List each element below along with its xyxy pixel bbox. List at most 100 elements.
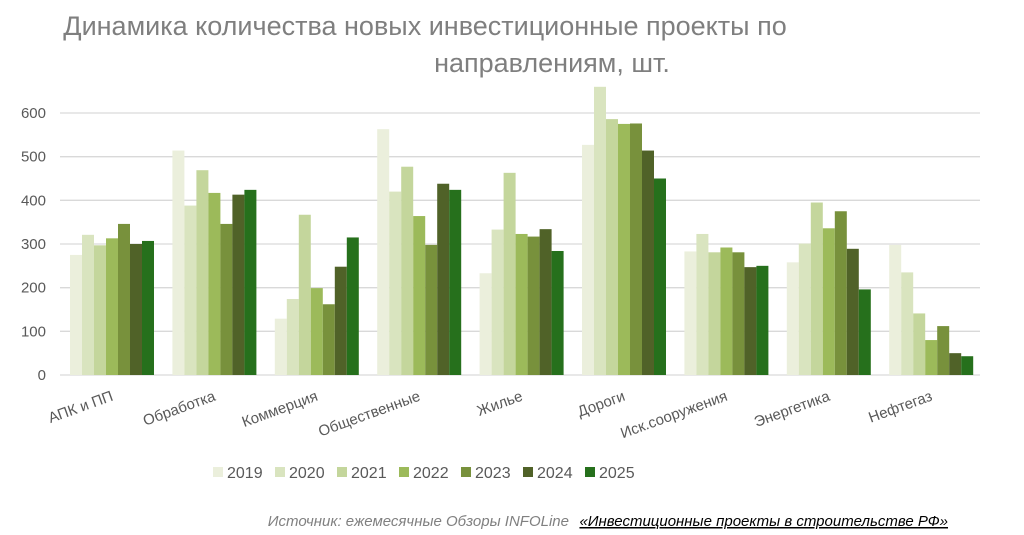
- bar-2022: [822, 228, 835, 375]
- x-category-label: Энергетика: [752, 388, 833, 431]
- bar-2025: [142, 240, 154, 375]
- y-tick-label: 200: [21, 280, 46, 297]
- bar-2022: [310, 288, 323, 375]
- bar-2020: [491, 229, 504, 375]
- legend-label: 2019: [227, 465, 263, 482]
- bar-2021: [606, 119, 618, 375]
- y-tick-label: 600: [21, 105, 46, 122]
- bar-2023: [732, 252, 745, 375]
- legend-swatch-2024: [523, 467, 533, 477]
- bar-2021: [298, 214, 311, 375]
- bar-2019: [684, 251, 697, 375]
- x-category-label: Общественные: [316, 388, 422, 441]
- legend-label: 2021: [351, 465, 387, 482]
- x-category-label: Коммерция: [240, 388, 321, 431]
- bar-2023: [322, 304, 335, 375]
- bar-2025: [346, 237, 359, 375]
- bar-2020: [696, 233, 709, 375]
- bar-2025: [756, 265, 769, 375]
- x-category-label: Иск.сооружения: [618, 388, 729, 442]
- bar-2024: [334, 266, 347, 375]
- x-category-label: Дороги: [575, 388, 627, 421]
- bar-2022: [720, 247, 733, 375]
- y-tick-label: 100: [21, 323, 46, 340]
- legend-label: 2020: [289, 465, 325, 482]
- bar-2021: [196, 170, 209, 375]
- y-tick-label: 0: [38, 367, 46, 384]
- bar-2023: [630, 123, 642, 375]
- bar-2025: [858, 289, 871, 375]
- bar-2019: [786, 262, 799, 375]
- bar-2019: [70, 254, 82, 375]
- legend-label: 2025: [599, 465, 635, 482]
- bar-2023: [527, 236, 540, 375]
- bar-2023: [425, 244, 438, 375]
- bar-2025: [244, 189, 257, 375]
- bar-2021: [503, 172, 516, 375]
- bar-2021: [913, 313, 926, 375]
- y-tick-label: 500: [21, 149, 46, 166]
- legend-label: 2022: [413, 465, 449, 482]
- bar-2020: [184, 205, 197, 375]
- bar-2021: [810, 202, 823, 375]
- bar-2024: [744, 267, 757, 375]
- bar-2022: [618, 123, 630, 376]
- bar-2025: [961, 356, 974, 375]
- bar-2019: [172, 150, 185, 375]
- bar-2021: [401, 166, 414, 375]
- x-category-label: Жилье: [475, 388, 525, 420]
- bar-2020: [286, 299, 299, 375]
- bar-2020: [594, 86, 606, 376]
- bar-2024: [642, 150, 654, 375]
- bar-2024: [437, 183, 450, 375]
- chart-title-line-1: Динамика количества новых инвестиционные…: [63, 11, 786, 41]
- y-tick-label: 300: [21, 236, 46, 253]
- bar-2020: [798, 243, 811, 375]
- legend-label: 2023: [475, 465, 511, 482]
- legend-swatch-2023: [461, 467, 471, 477]
- bar-2025: [551, 250, 564, 375]
- legend-swatch-2025: [585, 467, 595, 477]
- source-note: Источник: ежемесячные Обзоры INFOLine «И…: [268, 513, 948, 530]
- legend-swatch-2022: [399, 467, 409, 477]
- legend-swatch-2021: [337, 467, 347, 477]
- bar-2019: [377, 129, 390, 375]
- bar-2024: [539, 229, 552, 375]
- source-link[interactable]: «Инвестиционные проекты в строительстве …: [579, 513, 948, 530]
- x-category-label: Нефтегаз: [866, 388, 934, 427]
- bar-2022: [208, 192, 221, 375]
- bar-2024: [846, 248, 859, 375]
- bar-2019: [274, 318, 287, 375]
- legend-swatch-2020: [275, 467, 285, 477]
- bar-2025: [449, 189, 462, 375]
- bar-2019: [479, 273, 492, 375]
- bar-2022: [925, 340, 938, 375]
- x-category-label: АПК и ПП: [46, 388, 115, 427]
- bar-2022: [413, 216, 426, 375]
- bar-2021: [708, 252, 721, 375]
- source-prefix: Источник: ежемесячные Обзоры INFOLine: [268, 513, 569, 530]
- bar-2020: [389, 191, 402, 375]
- bar-2020: [901, 272, 914, 375]
- bar-2024: [130, 244, 142, 375]
- bar-2020: [82, 234, 94, 375]
- legend-label: 2024: [537, 465, 573, 482]
- bar-2021: [94, 245, 106, 375]
- bar-2022: [106, 238, 118, 375]
- bar-2022: [515, 233, 528, 375]
- y-tick-label: 400: [21, 192, 46, 209]
- bar-2025: [654, 178, 666, 375]
- x-category-label: Обработка: [141, 388, 219, 430]
- bar-2023: [937, 326, 950, 375]
- legend-swatch-2019: [213, 467, 223, 477]
- chart-title-line-2: направлениям, шт.: [434, 48, 670, 78]
- bar-2024: [949, 353, 962, 375]
- bar-2019: [889, 244, 902, 375]
- bar-2019: [582, 144, 594, 375]
- bar-2024: [232, 194, 245, 375]
- bar-2023: [220, 223, 233, 375]
- bar-2023: [118, 223, 130, 375]
- bar-2023: [834, 211, 847, 375]
